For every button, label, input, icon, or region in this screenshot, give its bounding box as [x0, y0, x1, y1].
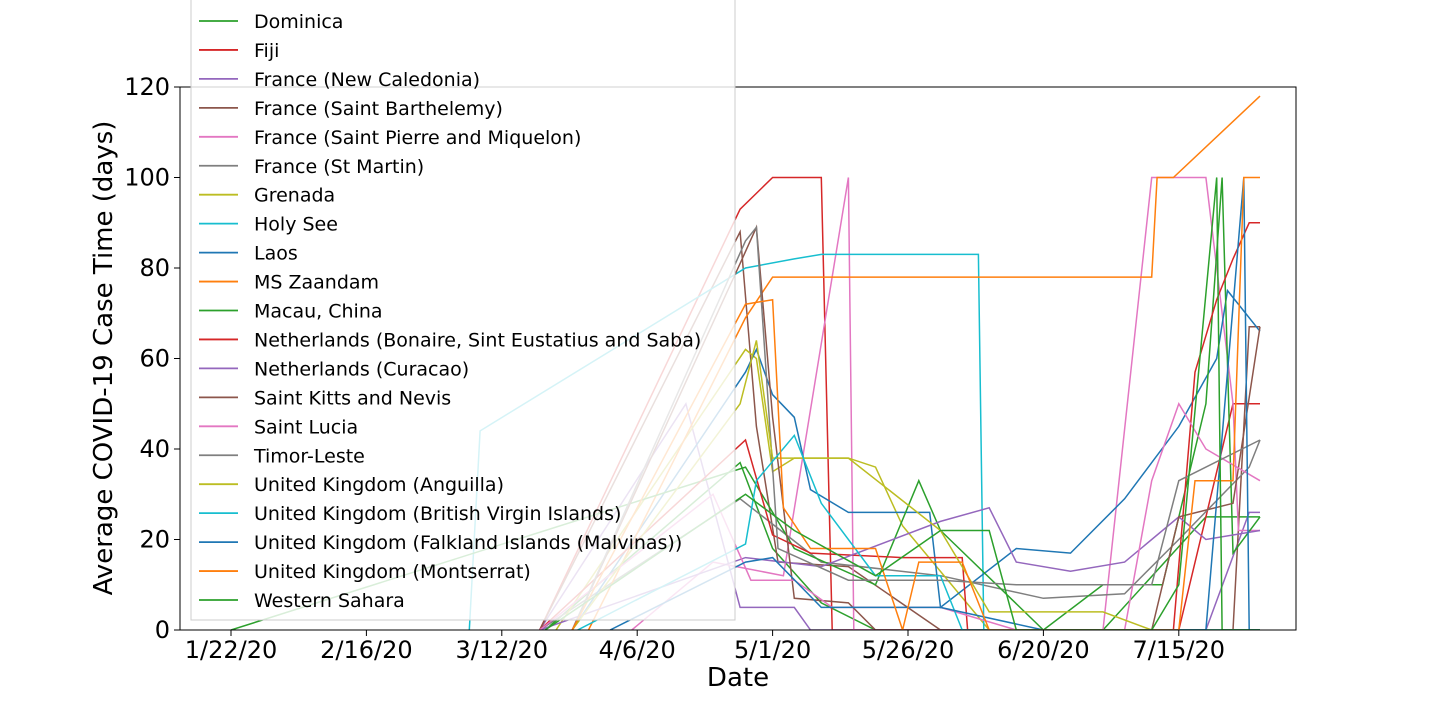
y-axis: 0 20 40 60 80 100 120 — [124, 73, 180, 644]
y-axis-title: Average COVID-19 Case Time (days) — [89, 121, 119, 596]
series-line-17 — [577, 433, 1260, 630]
series-line-13 — [571, 224, 1261, 630]
y-tick-label: 80 — [139, 254, 170, 282]
x-tick-label: 6/20/20 — [997, 636, 1090, 664]
legend-label: Timor-Leste — [253, 445, 365, 467]
legend-label: Saint Kitts and Nevis — [254, 387, 451, 409]
legend-label: Grenada — [254, 185, 335, 207]
series-line-10 — [230, 177, 1261, 630]
legend-label: Netherlands (Bonaire, Sint Eustatius and… — [254, 329, 701, 351]
legend-label: Netherlands (Curacao) — [254, 358, 469, 380]
y-tick-label: 40 — [139, 435, 170, 463]
legend-label: United Kingdom (Montserrat) — [254, 561, 531, 583]
series-line-11 — [539, 222, 1260, 630]
series-line-15 — [571, 225, 1261, 630]
legend-box — [190, 0, 736, 621]
legend-label: United Kingdom (Anguilla) — [254, 474, 504, 496]
legend-label: United Kingdom (British Virgin Islands) — [254, 503, 621, 525]
series-lines — [230, 95, 1261, 630]
x-tick-label: 7/15/20 — [1133, 636, 1226, 664]
legend-label: Saint Lucia — [254, 416, 358, 438]
series-line-16 — [571, 340, 1260, 630]
legend-label: Fiji — [254, 40, 279, 62]
x-axis: 1/22/20 2/16/20 3/12/20 4/6/20 5/1/20 5/26/20… — [185, 630, 1225, 664]
legend-label: Macau, China — [254, 301, 383, 323]
y-tick-label: 60 — [139, 345, 170, 373]
legend-label: France (New Caledonia) — [254, 69, 480, 91]
series-line-14 — [539, 402, 1261, 630]
series-line-1 — [539, 176, 1260, 630]
legend: Dominica Fiji France (New Caledonia) France… — [190, 0, 736, 621]
legend-label: Holy See — [254, 214, 338, 236]
legend-label: France (St Martin) — [254, 156, 424, 178]
legend-label: Dominica — [254, 11, 343, 33]
series-line-18 — [609, 177, 1260, 630]
series-line-20 — [544, 177, 1260, 630]
legend-label: Western Sahara — [254, 590, 405, 612]
series-line-8 — [571, 288, 1261, 630]
y-tick-label: 20 — [139, 526, 170, 554]
x-tick-label: 1/22/20 — [185, 636, 278, 664]
x-axis-title: Date — [707, 663, 769, 693]
legend-label: MS Zaandam — [254, 272, 379, 294]
series-line-9 — [587, 95, 1261, 630]
y-tick-label: 100 — [124, 164, 170, 192]
y-tick-label: 0 — [155, 616, 170, 644]
x-tick-label: 5/1/20 — [734, 636, 811, 664]
legend-label: Laos — [254, 243, 298, 265]
x-tick-label: 4/6/20 — [599, 636, 676, 664]
series-line-0 — [544, 461, 1260, 630]
y-tick-label: 120 — [124, 73, 170, 101]
series-line-5 — [539, 439, 1261, 630]
legend-label: United Kingdom (Falkland Islands (Malvin… — [254, 532, 682, 554]
x-tick-label: 5/26/20 — [862, 636, 955, 664]
x-tick-label: 2/16/20 — [320, 636, 413, 664]
x-tick-label: 3/12/20 — [456, 636, 549, 664]
legend-label: France (Saint Pierre and Miquelon) — [254, 127, 581, 149]
legend-label: France (Saint Barthelemy) — [254, 98, 503, 120]
series-line-12 — [539, 506, 1261, 630]
